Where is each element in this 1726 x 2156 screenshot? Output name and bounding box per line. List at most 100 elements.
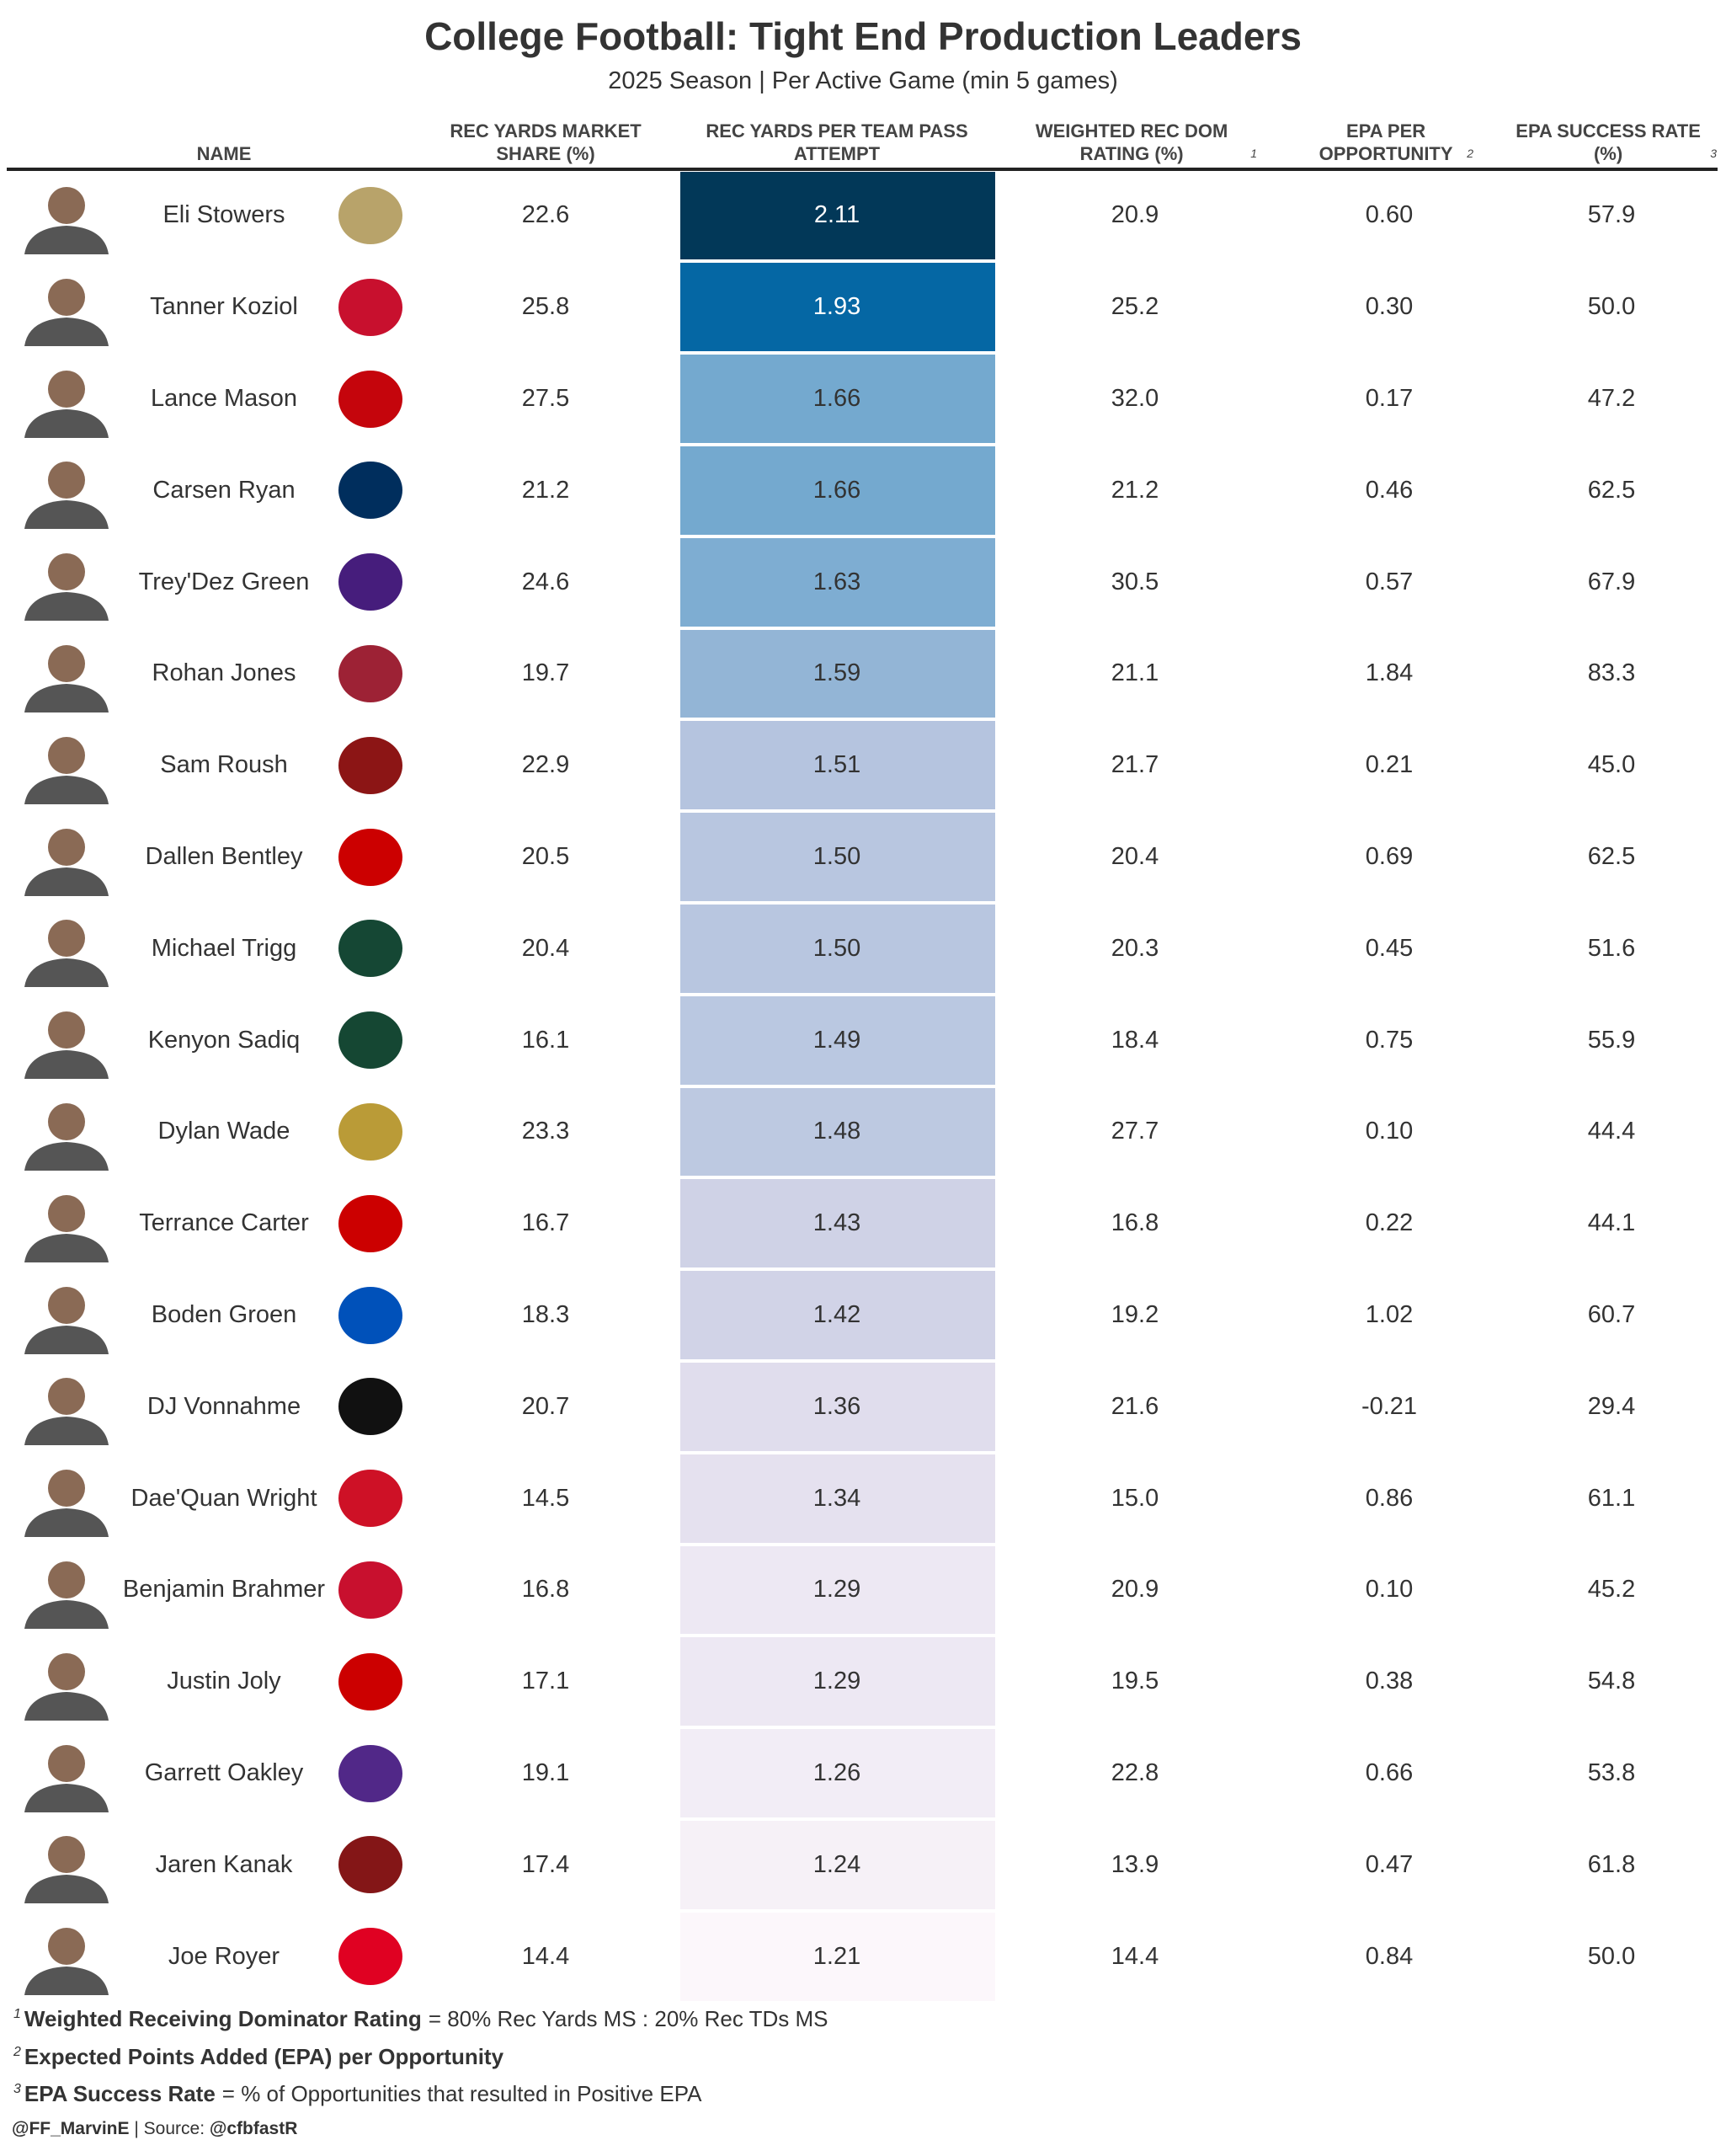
value-cell: 1.26	[812, 1759, 861, 1787]
value-cell: -0.21	[1361, 1392, 1418, 1420]
value-cell: 2.11	[813, 201, 860, 229]
logo-icon	[338, 1194, 402, 1252]
photo-icon	[24, 278, 109, 346]
value-cell: 0.86	[1365, 1484, 1414, 1512]
footnote-mark: 3	[13, 2082, 21, 2097]
photo-icon	[24, 1103, 109, 1171]
value-cell: 61.8	[1587, 1850, 1636, 1878]
credit-separator: |	[134, 2119, 139, 2138]
value-cell: 16.8	[1111, 1209, 1159, 1237]
value-cell: 21.1	[1111, 659, 1159, 687]
player-name: Kenyon Sadiq	[147, 1026, 301, 1054]
photo-icon	[24, 1744, 109, 1812]
footnote-term: Expected Points Added (EPA) per Opportun…	[24, 2044, 504, 2069]
logo-icon	[338, 187, 402, 244]
photo-icon	[24, 462, 109, 530]
player-photo	[20, 820, 113, 896]
value-cell: 0.22	[1365, 1209, 1414, 1237]
logo-icon	[338, 645, 402, 702]
value-cell: 1.48	[812, 1118, 861, 1145]
photo-icon	[24, 370, 109, 438]
footnote: 1 Weighted Receiving Dominator Rating = 80…	[13, 2006, 828, 2032]
player-name: Boden Groen	[151, 1301, 297, 1329]
value-cell: 1.24	[812, 1850, 861, 1878]
value-cell: 1.36	[812, 1392, 861, 1420]
team-logo	[335, 915, 406, 982]
highlight-cell	[680, 995, 995, 1085]
value-cell: 1.43	[812, 1209, 861, 1237]
photo-icon	[24, 920, 109, 988]
player-name: Sam Roush	[160, 751, 288, 779]
logo-icon	[338, 828, 402, 886]
title: College Football: Tight End Production L…	[424, 14, 1302, 58]
value-cell: 21.2	[1111, 476, 1159, 504]
highlight-cell	[680, 1271, 995, 1359]
value-cell: 1.29	[812, 1668, 861, 1695]
team-logo	[335, 366, 406, 433]
team-logo	[335, 182, 406, 249]
photo-icon	[24, 187, 109, 254]
value-cell: 57.9	[1587, 201, 1636, 229]
logo-icon	[338, 462, 402, 520]
highlight-cell	[680, 1363, 995, 1451]
column-header-label: REC YARDS PER TEAM PASS ATTEMPT	[706, 120, 968, 164]
value-cell: 20.4	[1111, 843, 1159, 871]
player-name: Dallen Bentley	[145, 843, 303, 871]
highlight-cell	[680, 537, 995, 627]
value-cell: 0.66	[1365, 1759, 1414, 1787]
logo-icon	[338, 920, 402, 978]
value-cell: 17.4	[521, 1850, 570, 1878]
player-name: Tanner Koziol	[150, 293, 298, 321]
value-cell: 0.45	[1365, 934, 1414, 962]
logo-icon	[338, 553, 402, 611]
player-photo	[20, 728, 113, 804]
player-name: Trey'Dez Green	[138, 568, 310, 595]
value-cell: 0.46	[1365, 476, 1414, 504]
credit: @FF_MarvinE | Source: @cfbfastR	[12, 2119, 297, 2139]
player-name: Benjamin Brahmer	[122, 1576, 326, 1604]
footnote-mark: 3	[1710, 147, 1717, 160]
logo-icon	[338, 1561, 402, 1619]
player-photo	[20, 545, 113, 622]
value-cell: 18.4	[1111, 1026, 1159, 1054]
photo-icon	[24, 1470, 109, 1538]
value-cell: 50.0	[1587, 1942, 1636, 1970]
player-photo	[20, 1553, 113, 1629]
footnote-mark: 2	[1467, 147, 1473, 160]
subtitle: 2025 Season | Per Active Game (min 5 gam…	[608, 67, 1118, 94]
value-cell: 1.42	[812, 1301, 861, 1329]
value-cell: 15.0	[1111, 1484, 1159, 1512]
value-cell: 27.5	[521, 385, 570, 413]
source-label: Source:	[143, 2119, 205, 2138]
value-cell: 21.2	[521, 476, 570, 504]
value-cell: 19.7	[521, 659, 570, 687]
value-cell: 45.2	[1587, 1576, 1636, 1604]
player-photo	[20, 1003, 113, 1080]
highlight-cell	[680, 171, 995, 260]
column-header: NAME	[115, 111, 333, 165]
highlight-cell	[680, 1821, 995, 1909]
player-name: Terrance Carter	[139, 1209, 309, 1237]
photo-icon	[24, 1928, 109, 1996]
value-cell: 14.5	[521, 1484, 570, 1512]
player-name: Carsen Ryan	[152, 476, 296, 504]
highlight-cell	[680, 1087, 995, 1177]
value-cell: 20.9	[1111, 1576, 1159, 1604]
player-photo	[20, 1828, 113, 1904]
highlight-cell	[680, 1637, 995, 1726]
logo-icon	[338, 1378, 402, 1436]
player-photo	[20, 637, 113, 712]
player-photo	[20, 1095, 113, 1171]
value-cell: 0.30	[1365, 293, 1414, 321]
player-name: Dae'Quan Wright	[131, 1484, 317, 1512]
value-cell: 51.6	[1587, 934, 1636, 962]
value-cell: 1.49	[812, 1026, 861, 1054]
footnote-term: Weighted Receiving Dominator Rating	[24, 2006, 422, 2031]
column-header: WEIGHTED REC DOM RATING (%) 1	[1013, 111, 1257, 165]
value-cell: 0.10	[1365, 1576, 1414, 1604]
team-logo	[335, 1465, 406, 1532]
value-cell: 14.4	[521, 1942, 570, 1970]
value-cell: 22.8	[1111, 1759, 1159, 1787]
photo-icon	[24, 1561, 109, 1629]
